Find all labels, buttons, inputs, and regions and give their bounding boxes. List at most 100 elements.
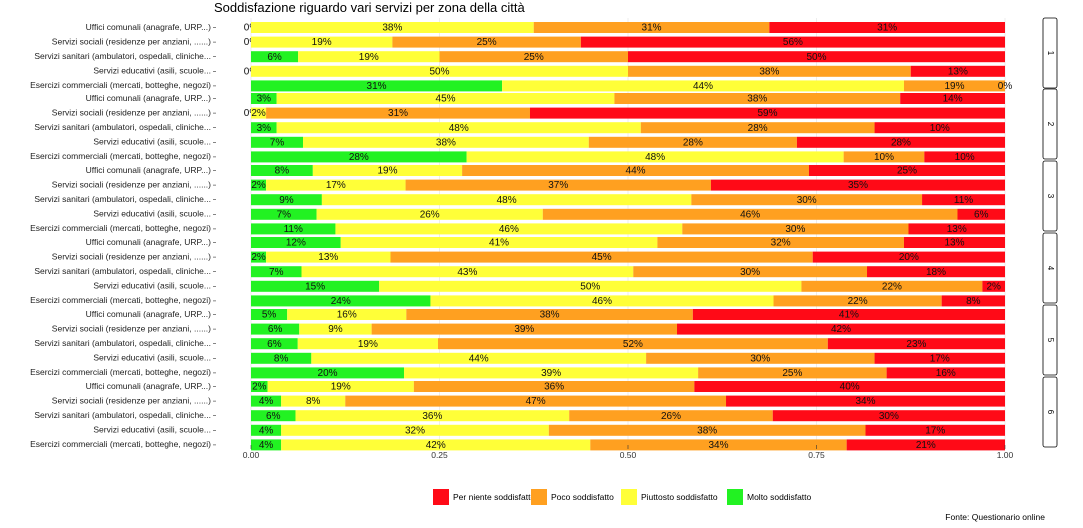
bar-segment [251, 338, 298, 350]
data-label: 3% [257, 94, 272, 105]
bar-segment [316, 208, 543, 220]
x-tick-label: 0.75 [808, 450, 825, 460]
data-label: 45% [436, 94, 456, 105]
chart-title: Soddisfazione riguardo vari servizi per … [214, 0, 525, 15]
data-label: 50% [580, 281, 600, 292]
data-label: 52% [623, 339, 643, 350]
category-label: Servizi sanitari (ambulatori, ospedali, … [34, 194, 211, 204]
data-label: 11% [954, 195, 973, 206]
data-label: 32% [405, 425, 425, 436]
bar-segment [874, 352, 1005, 364]
bar-segment [529, 107, 1005, 119]
bar-segment [321, 194, 692, 206]
legend-label: Molto soddisfatto [747, 492, 812, 502]
facet-strip-label: 4 [1046, 266, 1055, 271]
facet-strip-label: 5 [1046, 338, 1055, 343]
data-label: 28% [683, 137, 703, 148]
bar-segment [371, 323, 678, 335]
bar-segment [251, 410, 296, 422]
bar-segment [379, 280, 802, 292]
data-label: 6% [266, 411, 281, 422]
data-label: 15% [305, 281, 325, 292]
bar-segment [827, 338, 1005, 350]
data-label: 2% [251, 108, 266, 119]
data-label: 48% [449, 123, 469, 134]
category-label: Esercizi commerciali (mercati, botteghe,… [30, 223, 211, 233]
facet-strip [1042, 88, 1058, 160]
bar-segment [251, 395, 282, 407]
bar-segment [691, 194, 923, 206]
data-label: 25% [524, 52, 544, 63]
data-label: 20% [899, 252, 919, 263]
bar-segment [266, 251, 391, 263]
data-label: 2% [986, 281, 1001, 292]
data-label: 46% [592, 296, 612, 307]
category-label: Servizi sanitari (ambulatori, ospedali, … [34, 410, 211, 420]
data-label: 2% [251, 180, 266, 191]
bar-segment [694, 381, 1005, 392]
bar-segment [301, 266, 634, 278]
data-label: 16% [936, 368, 956, 379]
bar-segment [251, 309, 288, 320]
bar-segment [251, 381, 268, 392]
data-label: 6% [267, 52, 282, 63]
data-label: 30% [879, 411, 899, 422]
data-label: 2% [252, 382, 267, 393]
bar-segment [843, 151, 925, 163]
data-label: 0% [998, 81, 1013, 92]
data-label: 20% [318, 368, 338, 379]
bar-segment [303, 136, 589, 148]
data-label: 6% [267, 339, 282, 350]
legend-swatch [621, 489, 637, 505]
facet-strip-label: 2 [1046, 122, 1055, 127]
bar-segment [569, 410, 773, 422]
bar-segment [251, 36, 393, 48]
data-label: 25% [897, 166, 917, 177]
panel-1: 1 Uffici comunali (anagrafe, URP...) 0% 38%… [30, 17, 1058, 92]
bar-segment [413, 381, 695, 392]
data-label: 8% [306, 396, 321, 407]
category-label: Uffici comunali (anagrafe, URP...) [86, 22, 212, 32]
data-label: 17% [925, 425, 945, 436]
chart-caption: Fonte: Questionario online [945, 512, 1045, 522]
facet-strip [1042, 160, 1058, 232]
data-label: 21% [916, 440, 936, 451]
data-label: 6% [974, 209, 989, 220]
facet-strip-label: 1 [1046, 51, 1055, 56]
data-label: 19% [331, 382, 351, 393]
bar-segment [392, 36, 581, 48]
bar-segment [633, 266, 868, 278]
bar-segment [628, 65, 911, 77]
bar-segment [590, 439, 847, 451]
category-label: Servizi sociali (residenze per anziani, … [52, 395, 211, 405]
data-label: 41% [489, 238, 509, 249]
bar-segment [251, 208, 317, 220]
data-label: 10% [955, 152, 975, 163]
bar-segment [808, 165, 1005, 176]
bar-segment [281, 424, 549, 436]
bar-segment [276, 122, 641, 134]
data-label: 30% [797, 195, 817, 206]
data-label: 50% [429, 66, 449, 77]
data-label: 34% [856, 396, 876, 407]
bar-segment [251, 136, 304, 148]
data-label: 35% [848, 180, 868, 191]
data-label: 38% [759, 66, 779, 77]
data-label: 34% [708, 440, 728, 451]
data-label: 22% [848, 296, 868, 307]
data-label: 7% [277, 209, 292, 220]
bar-segment [772, 410, 1005, 422]
bar-segment [812, 251, 1005, 263]
category-label: Uffici comunali (anagrafe, URP...) [86, 381, 212, 391]
data-label: 56% [783, 37, 803, 48]
bar-segment [406, 309, 693, 320]
bar-segment [251, 179, 267, 191]
facet-strip [1042, 376, 1058, 448]
data-label: 59% [757, 108, 777, 119]
data-label: 40% [840, 382, 860, 393]
data-label: 19% [377, 166, 397, 177]
bar-segment [801, 280, 983, 292]
bar-segment [769, 22, 1005, 33]
category-label: Servizi sanitari (ambulatori, ospedali, … [34, 122, 211, 132]
bar-segment [657, 237, 904, 248]
